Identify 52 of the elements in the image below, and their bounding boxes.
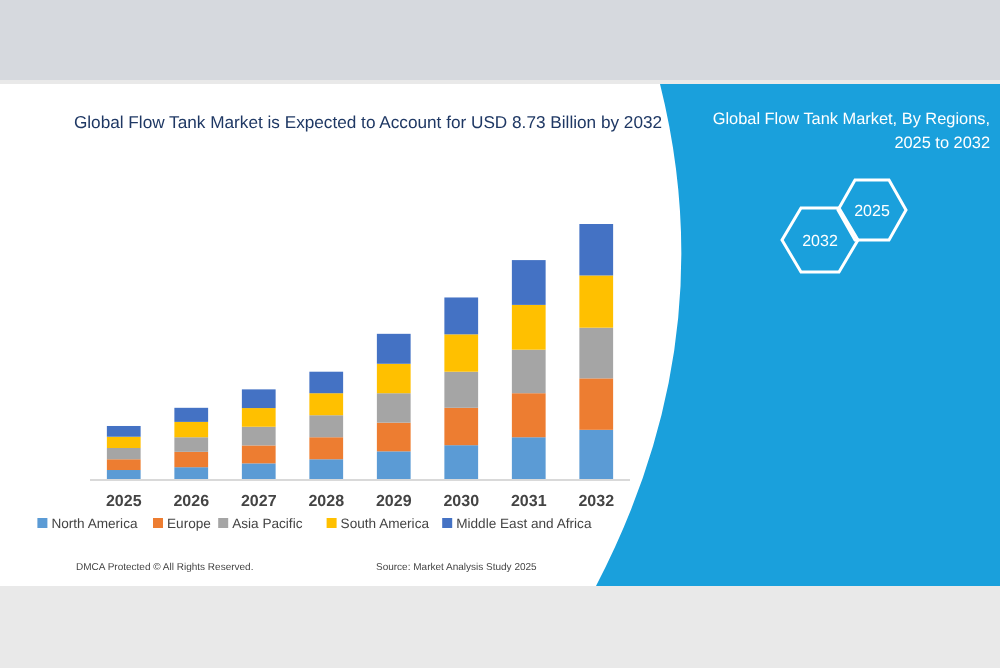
bar [511, 393, 546, 438]
bar [106, 436, 141, 448]
bar [241, 445, 276, 464]
bar [376, 393, 411, 423]
bar [579, 429, 614, 480]
bar [106, 448, 141, 460]
bar [579, 327, 614, 379]
bar [309, 437, 344, 460]
bar [376, 451, 411, 480]
bar [444, 445, 479, 480]
bar [376, 333, 411, 364]
bar [174, 421, 209, 438]
bar [309, 371, 344, 394]
x-tick-label: 2026 [173, 492, 211, 510]
bar [106, 459, 141, 471]
bar [241, 463, 276, 480]
bar [106, 470, 141, 480]
bar [444, 334, 479, 372]
text: Global Flow Tank Market, By Regions, 2025 to 2032 [712, 110, 991, 152]
bar [106, 425, 141, 437]
bar [511, 349, 546, 394]
x-tick-label: 2028 [308, 492, 346, 510]
x-tick-label: 2030 [443, 492, 481, 510]
bar [376, 363, 411, 394]
bar [579, 224, 614, 276]
x-tick-label: 2025 [105, 492, 143, 510]
bar [579, 275, 614, 328]
bar [309, 415, 344, 438]
text: 2032 [802, 232, 839, 250]
bar [174, 451, 209, 468]
bar [444, 371, 479, 408]
x-tick-label: 2032 [578, 492, 616, 510]
bar [511, 304, 546, 350]
bar [309, 459, 344, 480]
text: 2025 [854, 202, 891, 220]
x-tick-label: 2029 [375, 492, 413, 510]
bar [579, 378, 614, 430]
bar [174, 467, 209, 480]
bar [511, 260, 546, 305]
bar [174, 437, 209, 452]
bar [241, 389, 276, 409]
chart-title: Global Flow Tank Market is Expected to Account for USD 8.73 Billion by 2032 [73, 112, 663, 132]
bar [376, 422, 411, 452]
bar [174, 407, 209, 422]
bar [511, 437, 546, 480]
x-tick-label: 2031 [510, 492, 548, 510]
bar [241, 426, 276, 446]
x-tick-label: 2027 [240, 492, 278, 510]
bar [444, 407, 479, 446]
bar [444, 297, 479, 335]
bar [241, 408, 276, 427]
bar [309, 393, 344, 416]
